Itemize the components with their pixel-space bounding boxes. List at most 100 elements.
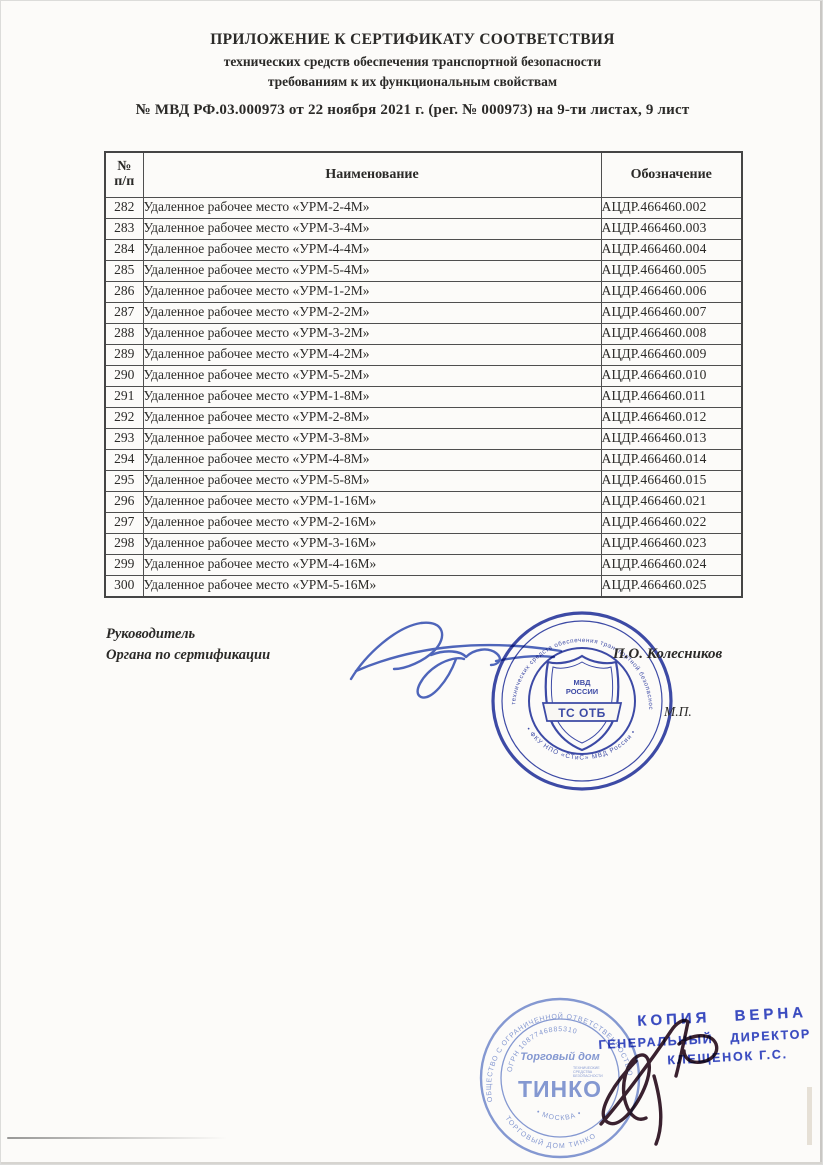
document-title-block: ПРИЛОЖЕНИЕ К СЕРТИФИКАТУ СООТВЕТСТВИЯ те… — [1, 31, 822, 90]
row-number: 288 — [104, 323, 144, 345]
signer-name: П.О. Колесников — [613, 646, 723, 662]
title-line-2: технических средств обеспечения транспор… — [223, 54, 602, 69]
table-row: 287 Удаленное рабочее место «УРМ-2-2М» АЦД… — [104, 302, 743, 324]
role-line-1: Руководитель — [106, 626, 196, 642]
item-name: Удаленное рабочее место «УРМ-4-2М» — [142, 344, 602, 366]
table-row: 291 Удаленное рабочее место «УРМ-1-8М» АЦД… — [104, 386, 743, 408]
certifier-role-label: Руководитель Органа по сертификации — [106, 624, 270, 666]
org-stamp-script-text: Торговый дом — [520, 1051, 600, 1063]
scan-edge-right — [820, 1, 822, 1164]
item-name: Удаленное рабочее место «УРМ-5-4М» — [142, 260, 602, 282]
table-row: 299 Удаленное рабочее место «УРМ-4-16М» АЦ… — [104, 554, 743, 576]
row-number: 285 — [104, 260, 144, 282]
title-line-3: требованиям к их функциональным свойства… — [267, 74, 558, 89]
table-row: 298 Удаленное рабочее место «УРМ-3-16М» АЦ… — [104, 533, 743, 555]
row-number: 300 — [104, 575, 144, 598]
item-designation: АЦДР.466460.014 — [600, 449, 743, 471]
item-designation: АЦДР.466460.005 — [600, 260, 743, 282]
item-name: Удаленное рабочее место «УРМ-2-4М» — [142, 197, 602, 219]
column-header-number-line1: № — [117, 159, 132, 175]
item-name: Удаленное рабочее место «УРМ-1-16М» — [142, 491, 602, 513]
column-header-name: Наименование — [142, 151, 602, 198]
row-number: 287 — [104, 302, 144, 324]
item-name: Удаленное рабочее место «УРМ-1-8М» — [142, 386, 602, 408]
org-stamp-tagline-1: ТЕХНИЧЕСКИЕ — [573, 1066, 600, 1070]
stamp-ring-text-bottom: • ФКУ НПО «СТиС» МВД России • — [525, 726, 637, 761]
item-designation: АЦДР.466460.006 — [600, 281, 743, 303]
row-number: 299 — [104, 554, 144, 576]
table-row: 282 Удаленное рабочее место «УРМ-2-4М» АЦД… — [104, 197, 743, 219]
item-name: Удаленное рабочее место «УРМ-3-4М» — [142, 218, 602, 240]
table-row: 286 Удаленное рабочее место «УРМ-1-2М» АЦД… — [104, 281, 743, 303]
item-designation: АЦДР.466460.025 — [600, 575, 743, 598]
item-designation: АЦДР.466460.013 — [600, 428, 743, 450]
item-designation: АЦДР.466460.022 — [600, 512, 743, 534]
item-designation: АЦДР.466460.007 — [600, 302, 743, 324]
item-name: Удаленное рабочее место «УРМ-5-2М» — [142, 365, 602, 387]
org-stamp-tagline-2: СРЕДСТВА — [573, 1070, 593, 1074]
org-stamp-tagline-3: БЕЗОПАСНОСТИ — [573, 1074, 603, 1078]
row-number: 282 — [104, 197, 144, 219]
scan-smudge-line — [7, 1137, 227, 1139]
item-designation: АЦДР.466460.012 — [600, 407, 743, 429]
item-name: Удаленное рабочее место «УРМ-4-4М» — [142, 239, 602, 261]
item-name: Удаленное рабочее место «УРМ-2-16М» — [142, 512, 602, 534]
table-row: 297 Удаленное рабочее место «УРМ-2-16М» АЦ… — [104, 512, 743, 534]
item-designation: АЦДР.466460.010 — [600, 365, 743, 387]
column-header-number-line2: п/п — [114, 174, 135, 189]
signature-ink-blue — [349, 621, 563, 699]
table-row: 296 Удаленное рабочее место «УРМ-1-16М» АЦ… — [104, 491, 743, 513]
item-name: Удаленное рабочее место «УРМ-4-8М» — [142, 449, 602, 471]
table-row: 289 Удаленное рабочее место «УРМ-4-2М» АЦД… — [104, 344, 743, 366]
item-designation: АЦДР.466460.024 — [600, 554, 743, 576]
item-name: Удаленное рабочее место «УРМ-3-2М» — [142, 323, 602, 345]
item-name: Удаленное рабочее место «УРМ-3-8М» — [142, 428, 602, 450]
table-header-row: № п/п Наименование Обозначение — [104, 151, 743, 198]
role-line-2: Органа по сертификации — [106, 647, 271, 664]
seal-mark-label: М.П. — [664, 704, 692, 719]
item-name: Удаленное рабочее место «УРМ-2-2М» — [142, 302, 602, 324]
table-row: 293 Удаленное рабочее место «УРМ-3-8М» АЦД… — [104, 428, 743, 450]
item-designation: АЦДР.466460.004 — [600, 239, 743, 261]
table-row: 300 Удаленное рабочее место «УРМ-5-16М» АЦ… — [104, 575, 743, 598]
org-stamp-logo-text: ТИНКО — [518, 1076, 602, 1102]
table-row: 294 Удаленное рабочее место «УРМ-4-8М» АЦД… — [104, 449, 743, 471]
row-number: 293 — [104, 428, 144, 450]
item-name: Удаленное рабочее место «УРМ-2-8М» — [142, 407, 602, 429]
row-number: 283 — [104, 218, 144, 240]
item-name: Удаленное рабочее место «УРМ-5-16М» — [142, 575, 602, 598]
scan-mark — [807, 1087, 812, 1145]
item-name: Удаленное рабочее место «УРМ-1-2М» — [142, 281, 602, 303]
table-row: 285 Удаленное рабочее место «УРМ-5-4М» АЦД… — [104, 260, 743, 282]
row-number: 292 — [104, 407, 144, 429]
row-number: 291 — [104, 386, 144, 408]
item-designation: АЦДР.466460.003 — [600, 218, 743, 240]
column-header-number: № п/п — [104, 151, 144, 198]
row-number: 296 — [104, 491, 144, 513]
table-row: 292 Удаленное рабочее место «УРМ-2-8М» АЦД… — [104, 407, 743, 429]
table-row: 288 Удаленное рабочее место «УРМ-3-2М» АЦД… — [104, 323, 743, 345]
item-name: Удаленное рабочее место «УРМ-4-16М» — [142, 554, 602, 576]
item-designation: АЦДР.466460.002 — [600, 197, 743, 219]
row-number: 290 — [104, 365, 144, 387]
row-number: 294 — [104, 449, 144, 471]
stamp-shield-line1: МВД — [574, 678, 592, 687]
row-number: 286 — [104, 281, 144, 303]
item-designation: АЦДР.466460.008 — [600, 323, 743, 345]
table-row: 284 Удаленное рабочее место «УРМ-4-4М» АЦД… — [104, 239, 743, 261]
item-designation: АЦДР.466460.011 — [600, 386, 743, 408]
svg-text:• ФКУ НПО «СТиС» МВД России •: • ФКУ НПО «СТиС» МВД России • — [525, 726, 638, 761]
item-name: Удаленное рабочее место «УРМ-5-8М» — [142, 470, 602, 492]
item-name: Удаленное рабочее место «УРМ-3-16М» — [142, 533, 602, 555]
items-table: № п/п Наименование Обозначение 282 Удален… — [104, 151, 743, 598]
row-number: 298 — [104, 533, 144, 555]
title-line-1: ПРИЛОЖЕНИЕ К СЕРТИФИКАТУ СООТВЕТСТВИЯ — [210, 31, 615, 48]
table-row: 295 Удаленное рабочее место «УРМ-5-8М» АЦД… — [104, 470, 743, 492]
scan-edge-bottom — [1, 1162, 822, 1164]
row-number: 297 — [104, 512, 144, 534]
stamp-shield-banner: ТС ОТБ — [558, 706, 606, 720]
row-number: 284 — [104, 239, 144, 261]
item-designation: АЦДР.466460.009 — [600, 344, 743, 366]
row-number: 295 — [104, 470, 144, 492]
